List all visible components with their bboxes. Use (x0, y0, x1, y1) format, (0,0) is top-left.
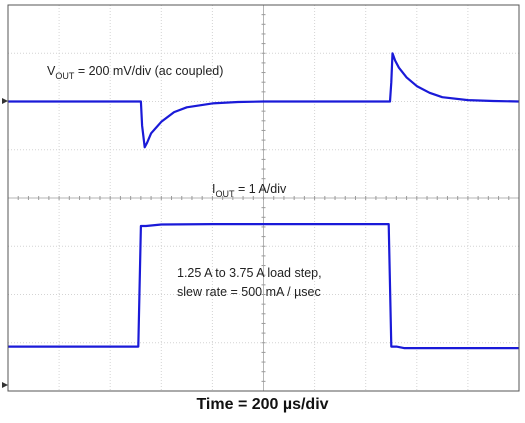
grid-lines (7, 4, 520, 392)
ch1-ground-marker (2, 98, 8, 104)
iout-trace (8, 223, 519, 350)
slew-rate-annotation: slew rate = 500 mA / µsec (177, 285, 321, 299)
plot-frame (7, 4, 520, 392)
time-axis-caption: Time = 200 µs/div (196, 396, 329, 413)
traces (8, 52, 520, 350)
ch2-ground-marker (2, 382, 8, 388)
iout-label: IOUT = 1 A/div (212, 182, 287, 199)
oscilloscope-chart: VOUT = 200 mV/div (ac coupled) IOUT = 1 … (2, 4, 520, 392)
load-step-annotation: 1.25 A to 3.75 A load step, (177, 266, 322, 280)
vout-label: VOUT = 200 mV/div (ac coupled) (47, 64, 223, 81)
vout-trace (8, 52, 520, 149)
